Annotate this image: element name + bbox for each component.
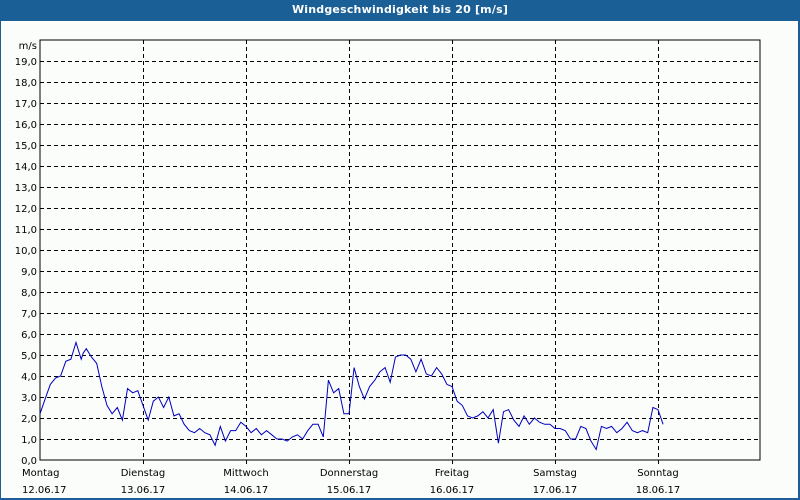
y-tick-label: 12,0 [15,204,37,215]
date-label: 12.06.17 [22,485,67,496]
y-tick-label: 4,0 [21,372,37,383]
day-label: Dienstag [121,468,166,479]
day-label: Freitag [435,468,469,479]
y-tick-label: 8,0 [21,288,37,299]
y-tick-label: 0,0 [21,456,37,467]
day-label: Samstag [533,468,577,479]
chart-title-bar: Windgeschwindigkeit bis 20 [m/s] [0,0,800,21]
date-label: 16.06.17 [430,485,475,496]
y-axis-labels: 0,0 1,0 2,0 3,0 4,0 5,0 6,0 7,0 8,0 9,0 10,0 11,0 12… [15,57,37,467]
chart-title: Windgeschwindigkeit bis 20 [m/s] [291,3,509,16]
day-label: Mittwoch [223,468,268,479]
gridlines [40,40,760,466]
day-label: Sonntag [637,468,679,479]
y-tick-label: 19,0 [15,57,37,68]
date-label: 15.06.17 [327,485,372,496]
y-tick-label: 15,0 [15,141,37,152]
day-label: Montag [22,468,59,479]
y-tick-label: 13,0 [15,183,37,194]
plot-frame [39,39,761,461]
y-tick-label: 3,0 [21,393,37,404]
y-tick-label: 16,0 [15,120,37,131]
x-axis-labels: Montag 12.06.17 Dienstag 13.06.17 Mittwoch 14… [22,468,680,496]
y-tick-label: 11,0 [15,225,37,236]
y-tick-label: 6,0 [21,330,37,341]
date-label: 13.06.17 [121,485,166,496]
y-tick-label: 1,0 [21,435,37,446]
y-axis-unit: m/s [19,41,37,52]
y-tick-label: 5,0 [21,351,37,362]
wind-speed-line [39,340,664,451]
y-tick-label: 10,0 [15,246,37,257]
day-label: Donnerstag [320,468,378,479]
y-tick-label: 17,0 [15,99,37,110]
date-label: 14.06.17 [224,485,269,496]
y-tick-label: 2,0 [21,414,37,425]
date-label: 17.06.17 [533,485,578,496]
y-tick-label: 9,0 [21,267,37,278]
date-label: 18.06.17 [636,485,681,496]
y-tick-label: 18,0 [15,78,37,89]
y-tick-label: 7,0 [21,309,37,320]
y-tick-label: 14,0 [15,162,37,173]
